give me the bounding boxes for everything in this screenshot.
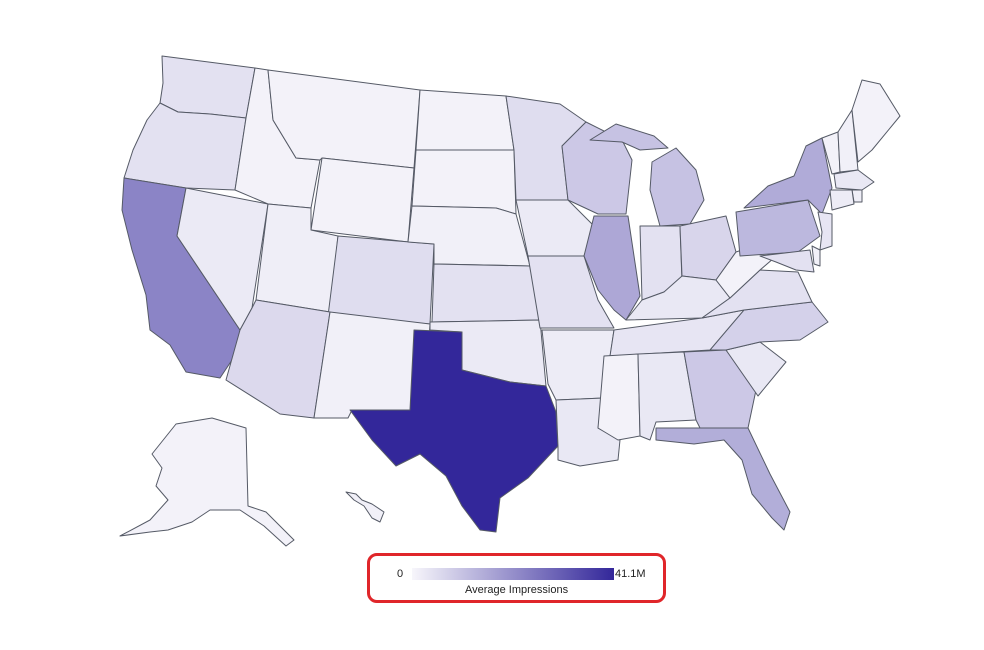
state-DE[interactable] (811, 245, 821, 267)
state-AK[interactable] (119, 417, 295, 547)
state-MS[interactable] (597, 353, 641, 441)
state-KS[interactable] (431, 263, 541, 323)
legend-gradient-bar (412, 568, 614, 580)
state-CT[interactable] (829, 189, 855, 211)
state-SD[interactable] (411, 149, 517, 215)
state-FL[interactable] (655, 427, 791, 531)
state-MI-UP[interactable] (589, 123, 669, 151)
state-ME[interactable] (851, 79, 901, 163)
state-WI[interactable] (561, 121, 633, 215)
state-IL[interactable] (583, 215, 641, 321)
state-IA[interactable] (515, 199, 595, 257)
state-MA[interactable] (833, 169, 875, 191)
state-MO[interactable] (527, 255, 615, 329)
state-NY[interactable] (743, 137, 833, 215)
state-WY[interactable] (310, 157, 415, 243)
state-PA[interactable] (735, 199, 821, 257)
legend-title: Average Impressions (464, 584, 569, 596)
state-MD[interactable] (759, 249, 815, 273)
legend: 0 41.1M Average Impressions (367, 553, 666, 603)
state-HI[interactable] (345, 491, 385, 523)
legend-min-label: 0 (397, 568, 404, 580)
state-CO[interactable] (327, 235, 435, 325)
state-WA[interactable] (159, 55, 256, 119)
state-OR[interactable] (123, 102, 247, 191)
state-NJ[interactable] (817, 211, 833, 251)
state-ND[interactable] (415, 89, 515, 151)
state-MI[interactable] (649, 147, 705, 227)
state-TX[interactable] (349, 329, 559, 533)
legend-max-label: 41.1M (615, 568, 646, 580)
